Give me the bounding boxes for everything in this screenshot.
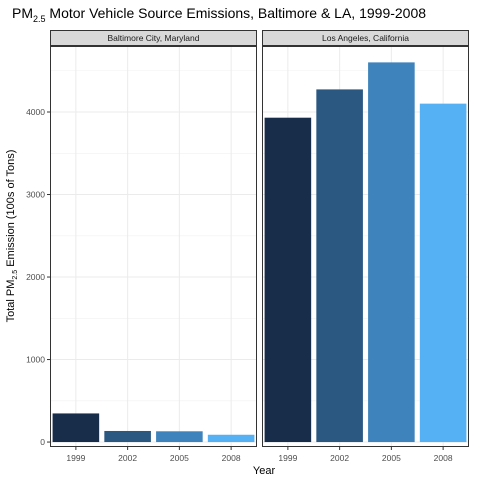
bar-baltimore-1999 <box>52 413 100 443</box>
x-tick-label: 2005 <box>382 453 401 463</box>
x-tick-label: 2002 <box>330 453 349 463</box>
x-tick-label: 2008 <box>222 453 241 463</box>
y-tick-label: 2000 <box>26 272 45 282</box>
bar-los-angeles-1999 <box>264 117 312 443</box>
panel-los-angeles: Los Angeles, California <box>262 30 469 447</box>
y-tick-label: 4000 <box>26 107 45 117</box>
y-tick-label: 1000 <box>26 355 45 365</box>
bar-baltimore-2002 <box>104 430 151 443</box>
bar-baltimore-2008 <box>207 434 255 443</box>
chart-title: PM2.5 Motor Vehicle Source Emissions, Ba… <box>12 5 426 24</box>
y-tick-label: 3000 <box>26 190 45 200</box>
y-tick-label: 0 <box>40 437 45 447</box>
panel-baltimore: Baltimore City, Maryland <box>50 30 257 447</box>
facet-strip <box>262 30 469 46</box>
bar-baltimore-2005 <box>156 431 203 443</box>
facet-strip <box>50 30 257 46</box>
facet-label: Los Angeles, California <box>322 33 409 43</box>
panel-border <box>262 46 469 447</box>
bar-los-angeles-2002 <box>316 89 363 443</box>
x-tick-label: 1999 <box>278 453 297 463</box>
facet-label: Baltimore City, Maryland <box>108 33 200 43</box>
x-tick-label: 2002 <box>118 453 137 463</box>
bar-los-angeles-2005 <box>368 62 415 443</box>
x-axis-title: Year <box>253 465 276 477</box>
x-tick-label: 2008 <box>434 453 453 463</box>
panel-border <box>50 46 257 447</box>
x-tick-label: 1999 <box>66 453 85 463</box>
facet-panels: Baltimore City, Maryland Los Angeles, Cal… <box>50 30 469 447</box>
panel-background <box>50 46 257 447</box>
bar-los-angeles-2008 <box>419 103 467 443</box>
x-tick-label: 2005 <box>170 453 189 463</box>
y-axis: 0 1000 2000 3000 4000 <box>26 107 50 447</box>
y-axis-title: Total PM2.5 Emission (100s of Tons) <box>5 150 19 323</box>
x-axes: 1999 2002 2005 2008 1999 2002 2005 2008 <box>66 447 453 463</box>
